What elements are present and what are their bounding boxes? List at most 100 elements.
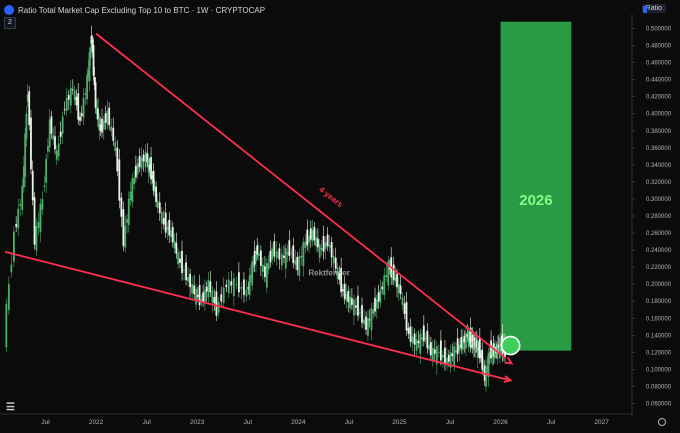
candle-body [138,155,141,168]
candle-body [15,224,18,227]
candle-body [491,350,494,356]
candle-body [267,262,270,270]
settings-gear-icon [658,418,666,426]
candle-body [162,218,165,225]
candle-body [377,292,380,302]
candle-body [326,234,329,247]
candle-body [55,150,58,160]
candle-body [311,230,314,242]
y-tick-label: 0.260000 [646,231,672,237]
candle-body [73,90,76,101]
candle-body [475,340,478,348]
candle-body [343,283,346,300]
candle-body [409,326,412,342]
candle-body [134,165,137,178]
candle-body [444,347,446,364]
candle-body [442,355,444,358]
candle-body [304,241,307,248]
candle-body [313,227,316,241]
candle-body [189,273,192,288]
target-zone-box [500,21,572,351]
candle-body [187,276,189,282]
scale-mode-label[interactable]: Ratio [641,4,666,13]
candle-body [499,337,501,358]
candle-body [148,164,151,170]
candle-body [203,289,206,303]
candle-body [80,113,83,117]
candle-body [196,294,199,297]
candle-body [288,240,291,257]
candle-body [497,345,500,348]
candle-body [469,327,472,348]
candle-body [213,296,216,304]
candle-body [227,279,230,294]
candle-body [225,284,228,288]
candle-body [193,285,196,295]
candle-body [140,157,143,169]
candle-body [302,241,305,267]
candle-body [37,221,40,228]
x-tick-label: Jul [547,419,556,426]
candle-body [22,166,25,188]
y-tick-label: 0.420000 [646,95,672,101]
candle-body [257,253,260,257]
candle-body [292,245,295,264]
y-tick-label: 0.120000 [646,350,672,356]
candle-body [300,255,303,258]
candle-body [385,275,388,277]
candle-body [84,93,87,95]
candle-body [361,305,363,323]
y-tick-label: 0.380000 [646,129,672,135]
candle-body [87,70,90,77]
y-tick-label: 0.280000 [646,214,672,220]
candle-body [91,40,94,53]
candle-body [401,297,404,305]
candle-body [324,242,327,249]
candle-body [315,237,318,247]
candle-body [478,338,481,359]
candle-body [151,176,154,179]
candle-body [338,273,341,280]
candle-body [470,342,473,345]
upper-trendline-arrow [504,357,514,365]
x-tick-label: 2027 [594,419,609,426]
candle-body [394,276,397,282]
candle-body [340,267,343,293]
candle-body [471,334,474,349]
candle-body [264,266,266,278]
candle-body [336,267,339,280]
candle-body [381,286,384,290]
y-tick-label: 0.340000 [646,163,672,169]
candle-body [19,204,22,206]
candle-body [235,284,238,285]
candle-body [347,290,350,303]
candle-body [349,296,351,309]
candle-body [367,318,369,336]
candle-body [332,256,335,264]
candle-body [67,94,70,100]
candle-body [106,110,109,124]
candle-body [71,89,74,91]
y-tick-label: 0.100000 [646,367,672,373]
y-tick-label: 0.480000 [646,44,672,50]
x-tick-label: 2024 [291,419,306,426]
candle-body [477,348,480,351]
target-point-marker [500,335,521,356]
indicator-count-badge[interactable]: 2 [4,17,16,29]
candle-body [468,337,471,340]
candle-body [419,333,422,354]
candle-body [30,117,32,170]
candle-body [405,302,408,331]
candle-body [435,346,438,365]
candle-body [485,367,487,387]
candle-body [350,298,353,305]
candle-body [114,141,117,152]
candle-body [69,87,72,106]
candle-body [286,252,289,255]
candle-body [33,197,36,245]
candle-body [39,203,42,233]
y-tick-label: 0.300000 [646,197,672,203]
candle-body [280,254,283,266]
y-tick-label: 0.400000 [646,112,672,118]
